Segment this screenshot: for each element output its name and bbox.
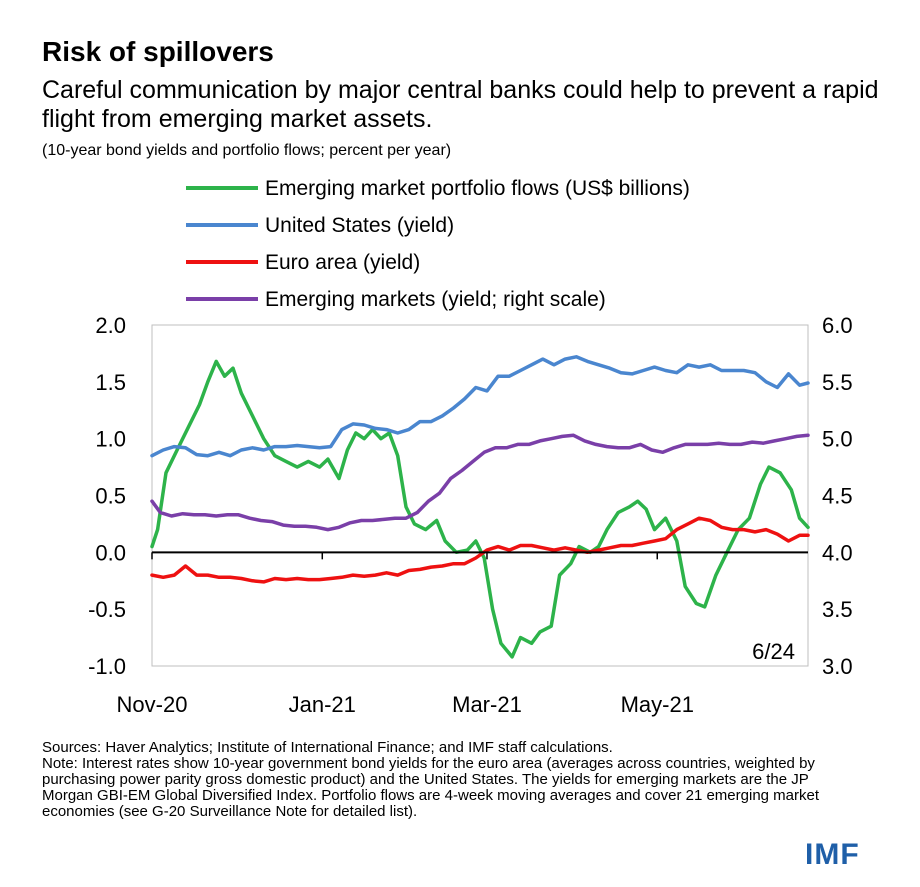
series-line-united-states-yield: [150, 355, 810, 458]
y-left-tick-label: -1.0: [88, 654, 126, 679]
date-annotation: 6/24: [752, 639, 795, 664]
legend-label-euro-area-yield: Euro area (yield): [265, 251, 420, 274]
sources-text: Sources: Haver Analytics; Institute of I…: [42, 739, 613, 756]
y-right-tick-label: 3.0: [822, 654, 853, 679]
plot-area-frame: [151, 324, 809, 667]
y-left-tick-label: 0.5: [95, 484, 126, 509]
series-line-emerging-market-portfolio-flows-us-billions: [150, 359, 810, 659]
chart-units: (10-year bond yields and portfolio flows…: [42, 142, 452, 159]
chart-svg: Emerging market portfolio flows (US$ bil…: [88, 177, 853, 717]
series-line-euro-area-yield: [150, 516, 810, 584]
series-line-emerging-markets-yield-right-scale: [150, 433, 810, 532]
legend-label-united-states-yield: United States (yield): [265, 214, 454, 237]
x-tick-label: Mar-21: [452, 692, 522, 717]
y-right-tick-label: 5.5: [822, 370, 853, 395]
series-layer: [150, 355, 810, 659]
x-tick-label: May-21: [621, 692, 694, 717]
legend-label-emerging-market-portfolio-flows-us-billions: Emerging market portfolio flows (US$ bil…: [265, 177, 690, 200]
y-left-tick-label: 0.0: [95, 540, 126, 565]
x-axis-ticks: [151, 552, 659, 560]
y-right-tick-label: 4.5: [822, 484, 853, 509]
y-right-tick-label: 4.0: [822, 540, 853, 565]
y-left-tick-label: 1.5: [95, 370, 126, 395]
y-axis-left-labels: 2.0 1.5 1.0 0.5 0.0 -0.5 -1.0: [88, 313, 126, 679]
x-axis-labels: Nov-20 Jan-21 Mar-21 May-21: [117, 692, 694, 717]
y-right-tick-label: 3.5: [822, 597, 853, 622]
legend: Emerging market portfolio flows (US$ bil…: [186, 177, 690, 311]
x-tick-label: Jan-21: [289, 692, 356, 717]
y-left-tick-label: -0.5: [88, 597, 126, 622]
imf-logo: IMF: [805, 838, 860, 871]
chart-subtitle: Careful communication by major central b…: [42, 76, 879, 133]
y-right-tick-label: 5.0: [822, 427, 853, 452]
source-notes: Sources: Haver Analytics; Institute of I…: [42, 740, 842, 820]
y-right-tick-label: 6.0: [822, 313, 853, 338]
legend-label-emerging-markets-yield-right-scale: Emerging markets (yield; right scale): [265, 288, 606, 311]
note-text: Note: Interest rates show 10-year govern…: [42, 755, 820, 820]
x-tick-label: Nov-20: [117, 692, 188, 717]
y-axis-right-labels: 6.0 5.5 5.0 4.5 4.0 3.5 3.0: [822, 313, 853, 679]
chart-title: Risk of spillovers: [42, 36, 274, 67]
y-left-tick-label: 2.0: [95, 313, 126, 338]
y-left-tick-label: 1.0: [95, 427, 126, 452]
